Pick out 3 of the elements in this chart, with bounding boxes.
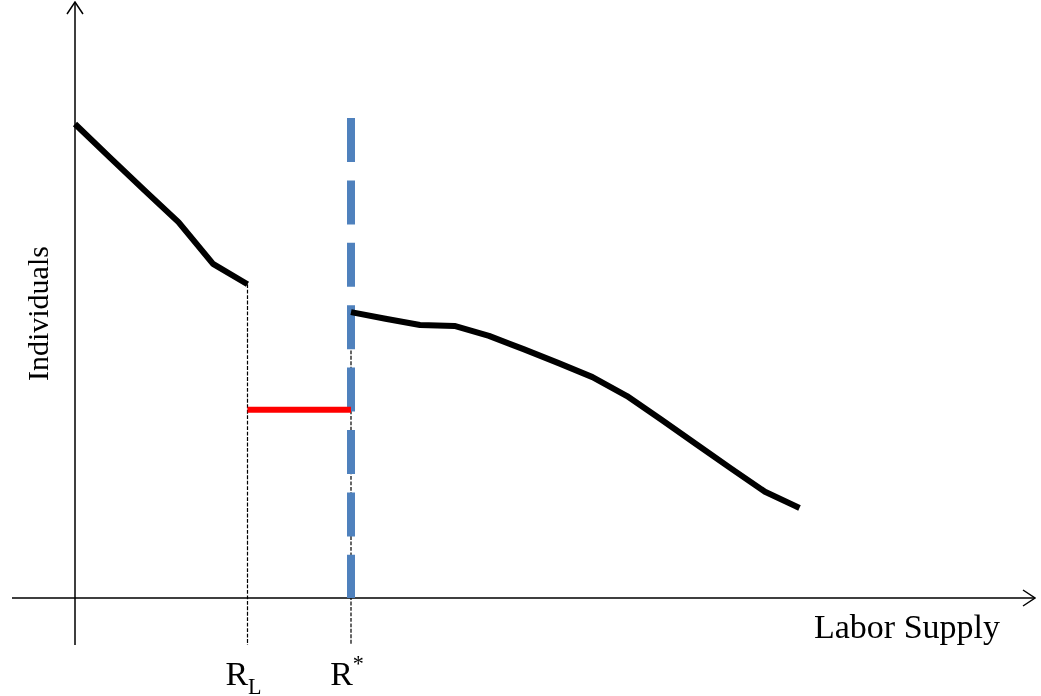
x-tick-label: R*: [330, 651, 364, 692]
y-axis-title: Individuals: [20, 246, 54, 382]
x-axis-title: Labor Supply: [813, 607, 1000, 645]
